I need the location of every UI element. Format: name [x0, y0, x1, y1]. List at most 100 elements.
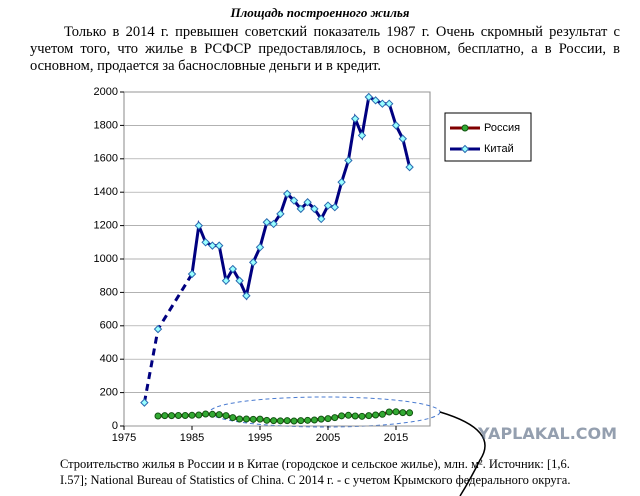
point	[256, 415, 264, 423]
y-tick-label: 1200	[94, 220, 118, 232]
point	[351, 412, 359, 420]
point	[372, 411, 380, 419]
point	[222, 412, 230, 420]
point	[406, 409, 414, 417]
y-tick-label: 1600	[94, 153, 118, 165]
point	[255, 243, 265, 252]
point	[269, 219, 278, 229]
point	[405, 162, 414, 172]
point	[248, 258, 258, 267]
series-line	[142, 273, 194, 403]
point	[276, 417, 284, 425]
point	[297, 417, 305, 425]
y-tick-label: 1800	[94, 119, 118, 131]
point	[338, 412, 346, 420]
y-tick-label: 2000	[94, 86, 118, 98]
point	[228, 264, 238, 274]
point	[350, 114, 360, 123]
point	[331, 414, 339, 422]
point	[202, 410, 210, 418]
point	[330, 203, 340, 212]
point	[161, 412, 169, 420]
point	[283, 417, 291, 425]
point	[398, 134, 408, 143]
point	[249, 415, 257, 423]
heading: Площадь построенного жилья	[230, 5, 410, 20]
point	[303, 198, 312, 207]
point	[357, 131, 367, 140]
point	[316, 214, 326, 224]
point	[181, 411, 189, 419]
point	[221, 276, 231, 285]
point	[384, 99, 394, 108]
point	[289, 196, 299, 205]
point	[154, 412, 162, 420]
x-tick-label: 2005	[316, 432, 340, 444]
arrow	[439, 411, 486, 496]
x-tick-label: 1995	[248, 432, 272, 444]
point	[242, 291, 251, 300]
paragraph: Только в 2014 г. превышен советский пока…	[30, 24, 620, 74]
legend-label: Россия	[484, 122, 520, 134]
legend-marker	[461, 124, 469, 132]
point	[399, 409, 407, 417]
point	[344, 156, 353, 165]
point	[371, 96, 380, 105]
point	[358, 412, 366, 420]
point	[364, 92, 374, 102]
point	[215, 411, 223, 419]
y-tick-label: 1400	[94, 186, 118, 198]
legend-label: Китай	[484, 143, 514, 155]
point	[296, 204, 306, 214]
point	[242, 415, 250, 423]
point	[310, 416, 318, 424]
point	[140, 398, 149, 407]
point	[153, 324, 163, 334]
point	[310, 204, 319, 214]
point	[378, 410, 386, 418]
point	[174, 411, 182, 419]
point	[195, 411, 203, 419]
watermark: YAPLAKAL.COM	[478, 424, 618, 443]
y-tick-label: 0	[112, 420, 118, 432]
series-line	[190, 94, 412, 301]
point	[168, 412, 176, 420]
point	[235, 276, 244, 285]
point	[188, 411, 196, 419]
caption: Строительство жилья в России и в Китае (…	[60, 457, 571, 487]
legend-box	[444, 112, 532, 162]
x-tick-label: 2015	[384, 432, 408, 444]
point	[290, 417, 298, 425]
point	[344, 411, 352, 419]
point	[194, 221, 204, 230]
point	[187, 269, 197, 279]
point	[323, 201, 333, 210]
legend-marker	[460, 144, 470, 154]
point	[317, 415, 325, 423]
point	[282, 189, 292, 199]
y-tick-label: 200	[100, 387, 118, 399]
point	[236, 415, 244, 423]
point	[324, 415, 332, 423]
point	[208, 241, 217, 250]
y-tick-label: 1000	[94, 253, 118, 265]
y-tick-label: 600	[100, 320, 118, 332]
y-tick-label: 800	[100, 286, 118, 298]
point	[263, 416, 271, 424]
x-tick-label: 1975	[112, 432, 136, 444]
point	[208, 410, 216, 418]
point	[392, 408, 400, 416]
point	[214, 241, 224, 250]
x-tick-label: 1985	[180, 432, 204, 444]
point	[270, 417, 278, 425]
point	[229, 414, 237, 422]
point	[365, 412, 373, 420]
point	[201, 238, 210, 247]
point	[304, 416, 312, 424]
point	[337, 177, 346, 187]
point	[385, 408, 393, 416]
point	[262, 218, 272, 227]
point	[378, 99, 387, 108]
